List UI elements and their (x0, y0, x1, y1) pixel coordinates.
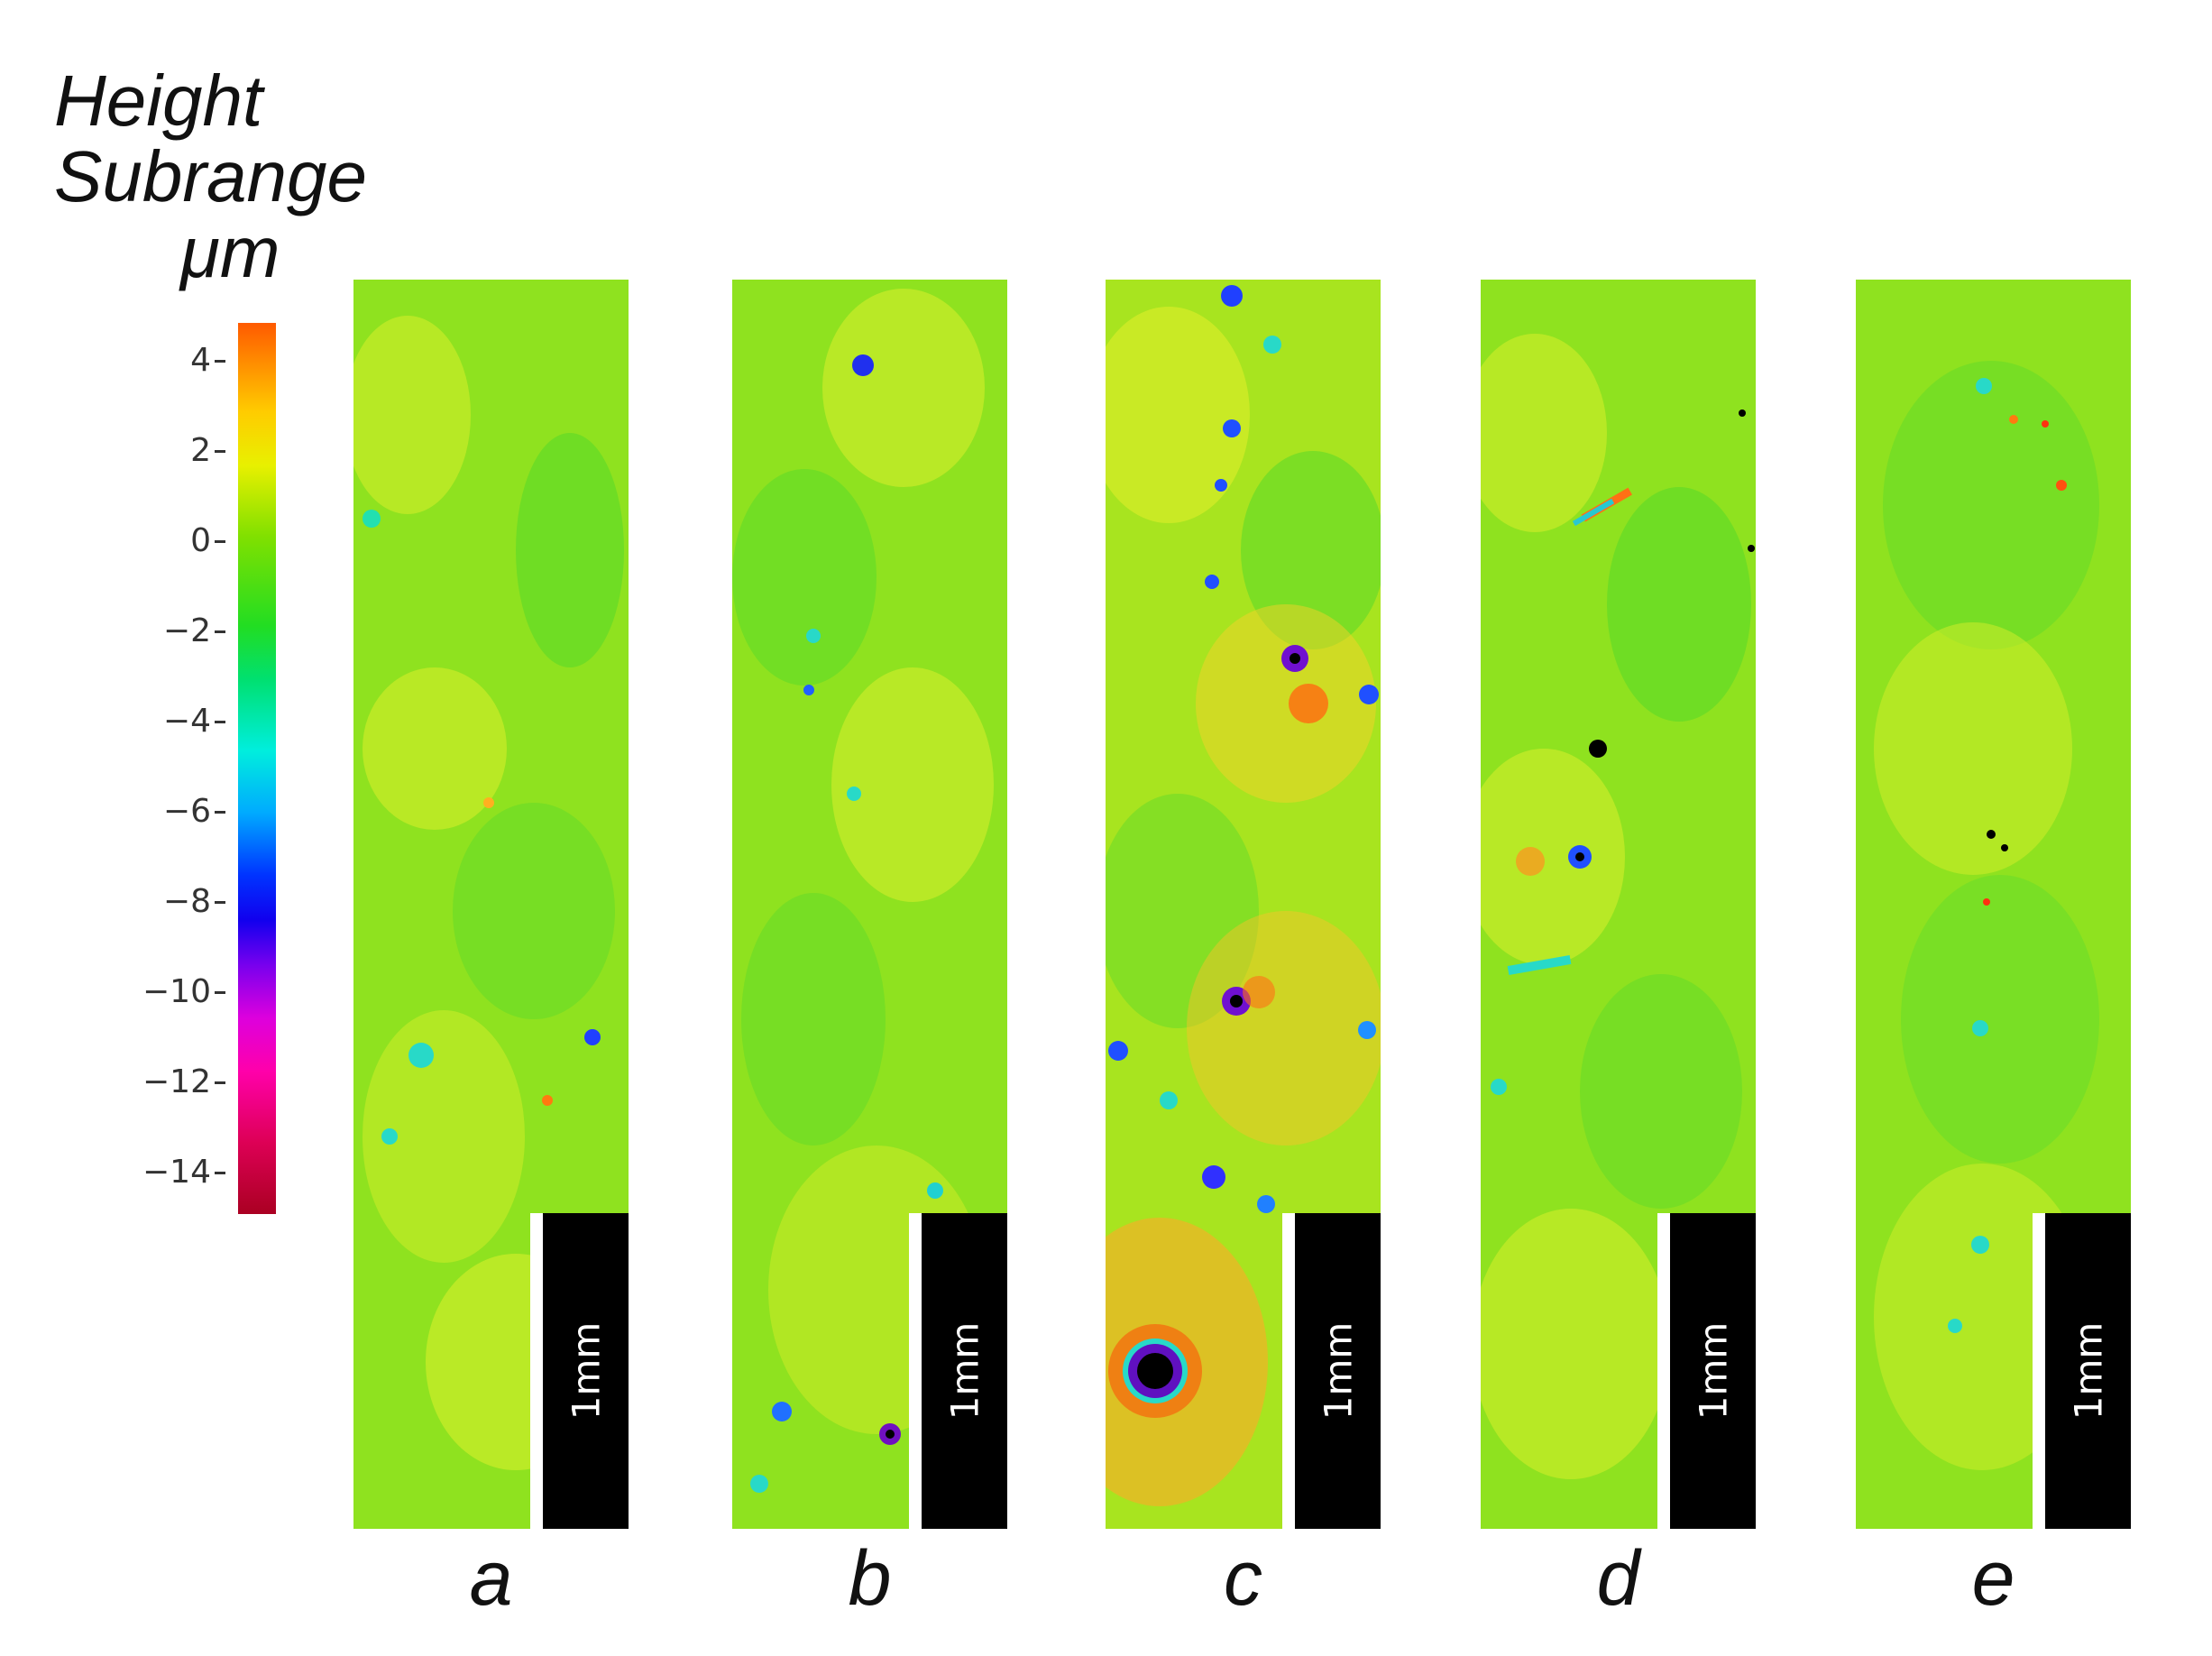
scale-bar-d: 1mm (1657, 1213, 1756, 1529)
height-map-b: 1mm (732, 280, 1007, 1529)
scale-bar-gap (909, 1213, 922, 1529)
scale-bar-label: 1mm (1316, 1321, 1360, 1421)
tick-mark (215, 811, 225, 814)
tick-mark (215, 1172, 225, 1174)
colorbar-tick-label: −2 (162, 612, 211, 649)
panel-c: 1mm c (1106, 280, 1381, 1619)
panel-a: 1mm a (353, 280, 629, 1619)
colorbar-tick: 0 (135, 523, 225, 559)
tick-mark (215, 991, 225, 994)
colorbar-tick: 4 (135, 343, 225, 379)
colorbar-tick-label: 4 (190, 342, 211, 379)
colorbar-tick-label: −10 (142, 973, 211, 1010)
scale-bar-a: 1mm (530, 1213, 629, 1529)
legend-title-line1: Height (54, 60, 263, 141)
colorbar-tick: −6 (135, 794, 225, 830)
scale-bar-gap (1657, 1213, 1670, 1529)
tick-mark (215, 450, 225, 453)
panel-label-e: e (1971, 1535, 2015, 1622)
panel-label-c: c (1224, 1535, 1262, 1622)
panel-e: 1mm e (1856, 280, 2131, 1619)
colorbar-tick-label: 0 (190, 522, 211, 559)
panel-label-b: b (848, 1535, 892, 1622)
colorbar-tick-label: −6 (162, 793, 211, 830)
colorbar-ticks: 4 2 0 −2 −4 −6 −8 −10 −12 −14 (0, 0, 243, 1656)
tick-mark (215, 1081, 225, 1084)
panel-b: 1mm b (732, 280, 1007, 1619)
colorbar-tick: −14 (135, 1155, 225, 1191)
scale-bar-gap (2033, 1213, 2045, 1529)
scale-bar-gap (1282, 1213, 1295, 1529)
scale-bar-e: 1mm (2033, 1213, 2131, 1529)
scale-bar-label: 1mm (2066, 1321, 2110, 1421)
scale-bar-label: 1mm (942, 1321, 987, 1421)
colorbar-tick-label: −12 (142, 1063, 211, 1100)
tick-mark (215, 360, 225, 363)
legend-unit: μm (180, 212, 280, 292)
scale-bar-label: 1mm (564, 1321, 608, 1421)
scale-bar-c: 1mm (1282, 1213, 1381, 1529)
height-colorbar (238, 323, 276, 1214)
tick-mark (215, 630, 225, 633)
tick-mark (215, 540, 225, 543)
colorbar-tick: −12 (135, 1064, 225, 1100)
colorbar-tick: −10 (135, 974, 225, 1010)
colorbar-tick-label: 2 (190, 432, 211, 469)
height-map-e: 1mm (1856, 280, 2131, 1529)
colorbar-tick: −2 (135, 613, 225, 649)
scale-bar-label: 1mm (1691, 1321, 1735, 1421)
panel-d: 1mm d (1481, 280, 1756, 1619)
colorbar-tick: −8 (135, 884, 225, 920)
height-map-a: 1mm (353, 280, 629, 1529)
height-map-d-texture (1481, 280, 1756, 1529)
legend-title: Height Subrange μm (54, 63, 523, 290)
height-map-c: 1mm (1106, 280, 1381, 1529)
colorbar-tick-label: −4 (162, 703, 211, 740)
tick-mark (215, 721, 225, 723)
legend-title-line2: Subrange (54, 136, 367, 216)
tick-mark (215, 901, 225, 904)
colorbar-tick-label: −8 (162, 883, 211, 920)
colorbar-tick-label: −14 (142, 1154, 211, 1191)
panel-label-a: a (469, 1535, 513, 1622)
colorbar-tick: −4 (135, 704, 225, 740)
scale-bar-gap (530, 1213, 543, 1529)
height-map-d: 1mm (1481, 280, 1756, 1529)
colorbar-tick: 2 (135, 433, 225, 469)
panel-label-d: d (1596, 1535, 1640, 1622)
scale-bar-b: 1mm (909, 1213, 1007, 1529)
